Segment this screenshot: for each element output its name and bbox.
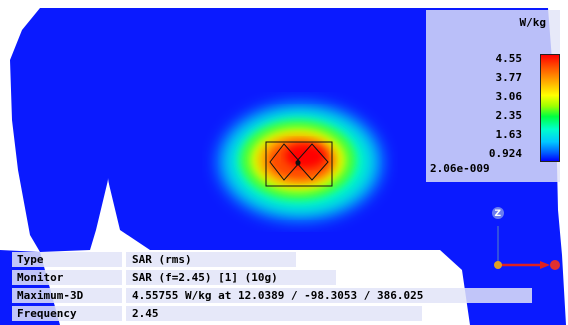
colorbar-tick: 0.924 <box>488 147 522 160</box>
info-key: Monitor <box>12 270 122 285</box>
colorbar-tick: 3.77 <box>495 71 523 84</box>
info-key: Frequency <box>12 306 122 321</box>
colorbar-min-label: 2.06e-009 <box>430 162 490 175</box>
colorbar-tick: 1.63 <box>495 128 523 141</box>
coordinate-axes-icon[interactable]: Z <box>492 207 560 270</box>
info-value: 4.55755 W/kg at 12.0389 / -98.3053 / 386… <box>126 288 532 303</box>
colorbar-unit: W/kg <box>519 16 547 29</box>
z-axis-label: Z <box>495 209 502 219</box>
info-key: Type <box>12 252 122 267</box>
info-value: SAR (f=2.45) [1] (10g) <box>126 270 336 285</box>
colorbar-gradient <box>540 54 560 162</box>
antenna-outline <box>265 141 333 187</box>
info-value: 2.45 <box>126 306 422 321</box>
colorbar-tick: 3.06 <box>495 90 523 103</box>
info-value: SAR (rms) <box>126 252 296 267</box>
info-key: Maximum-3D <box>12 288 122 303</box>
colorbar-tick: 2.35 <box>495 109 523 122</box>
colorbar-tick: 4.55 <box>495 52 523 65</box>
colorbar-legend: W/kg 4.55 3.77 3.06 2.35 1.63 0.924 2.06… <box>426 10 560 182</box>
